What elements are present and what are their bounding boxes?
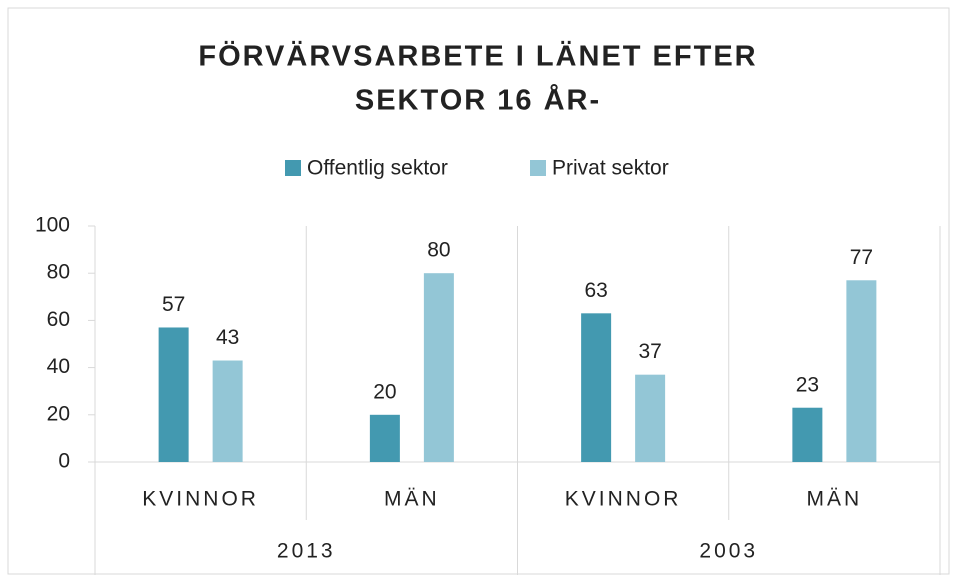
value-label: 57: [162, 293, 185, 316]
bar: [581, 313, 612, 462]
y-tick-label: 20: [47, 402, 70, 425]
group-label: 2013: [277, 540, 336, 563]
bar: [158, 327, 189, 462]
value-label: 23: [796, 373, 819, 396]
y-tick-label: 40: [47, 355, 70, 378]
legend-swatch: [530, 160, 546, 176]
value-label: 20: [373, 380, 396, 403]
bar: [846, 280, 877, 462]
x-tick-label: KVINNOR: [565, 488, 682, 511]
x-tick-label: MÄN: [384, 488, 440, 511]
chart-title: FÖRVÄRVSARBETE I LÄNET EFTER: [198, 40, 757, 73]
legend-label: Offentlig sektor: [307, 157, 448, 180]
chart-title: SEKTOR 16 ÅR-: [355, 84, 601, 117]
value-label: 37: [638, 340, 661, 363]
y-tick-label: 80: [47, 261, 70, 284]
bar: [423, 273, 454, 462]
legend-swatch: [285, 160, 301, 176]
y-tick-label: 100: [35, 214, 70, 237]
chart-border: [7, 7, 950, 575]
bar: [792, 407, 823, 462]
value-label: 80: [427, 239, 450, 262]
bar: [212, 360, 243, 462]
value-label: 43: [216, 326, 239, 349]
bar: [369, 414, 400, 462]
legend-label: Privat sektor: [552, 157, 669, 180]
value-label: 63: [584, 279, 607, 302]
bar: [635, 374, 666, 462]
value-label: 77: [850, 246, 873, 269]
group-label: 2003: [699, 540, 758, 563]
y-tick-label: 0: [58, 450, 70, 473]
x-tick-label: KVINNOR: [142, 488, 259, 511]
x-tick-label: MÄN: [807, 488, 863, 511]
y-tick-label: 60: [47, 308, 70, 331]
